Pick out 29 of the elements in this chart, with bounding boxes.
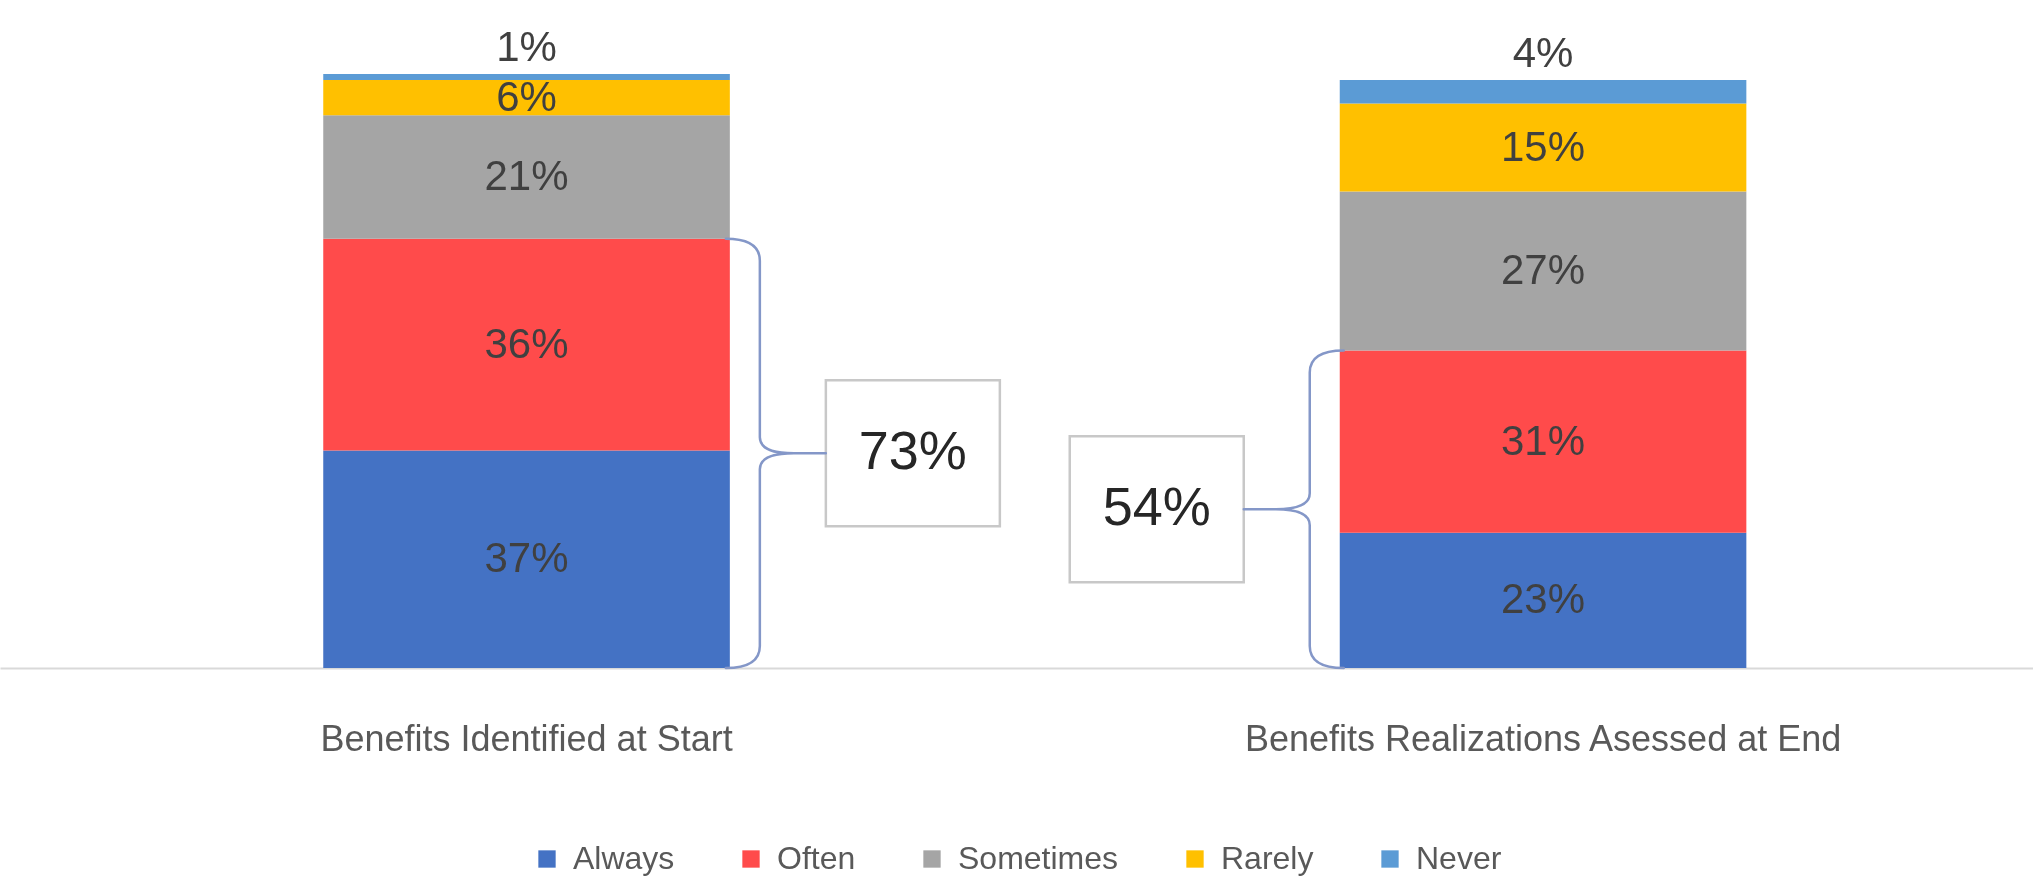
legend-label: Often	[777, 840, 856, 876]
x-tick-label: Benefits Identified at Start	[320, 717, 733, 759]
bar	[1339, 532, 1747, 668]
data-label: 4%	[1512, 28, 1574, 76]
x-tick-label: Benefits Realizations Asessed at End	[1244, 717, 1842, 759]
bar	[323, 74, 730, 80]
bar	[323, 115, 730, 239]
bar	[1339, 350, 1747, 533]
data-label: 37%	[484, 534, 569, 582]
legend-label: Never	[1416, 840, 1502, 876]
data-label: 1%	[496, 23, 557, 70]
annotation: 54%	[1102, 476, 1211, 537]
legend-label: Rarely	[1221, 840, 1314, 876]
bar	[323, 238, 730, 451]
data-label: 36%	[484, 319, 569, 367]
bar	[1339, 103, 1747, 192]
data-label: 31%	[1501, 416, 1586, 464]
bar	[1339, 191, 1747, 351]
data-label: 27%	[1501, 246, 1586, 294]
bar	[323, 79, 730, 116]
bar	[1339, 79, 1747, 104]
legend-label: Always	[573, 840, 675, 876]
data-label: 23%	[1501, 575, 1586, 623]
legend-label: Sometimes	[958, 840, 1119, 876]
bar	[323, 450, 730, 668]
data-label: 6%	[496, 72, 557, 120]
data-label: 21%	[484, 151, 569, 199]
annotation: 73%	[858, 420, 967, 481]
data-label: 15%	[1501, 122, 1586, 170]
